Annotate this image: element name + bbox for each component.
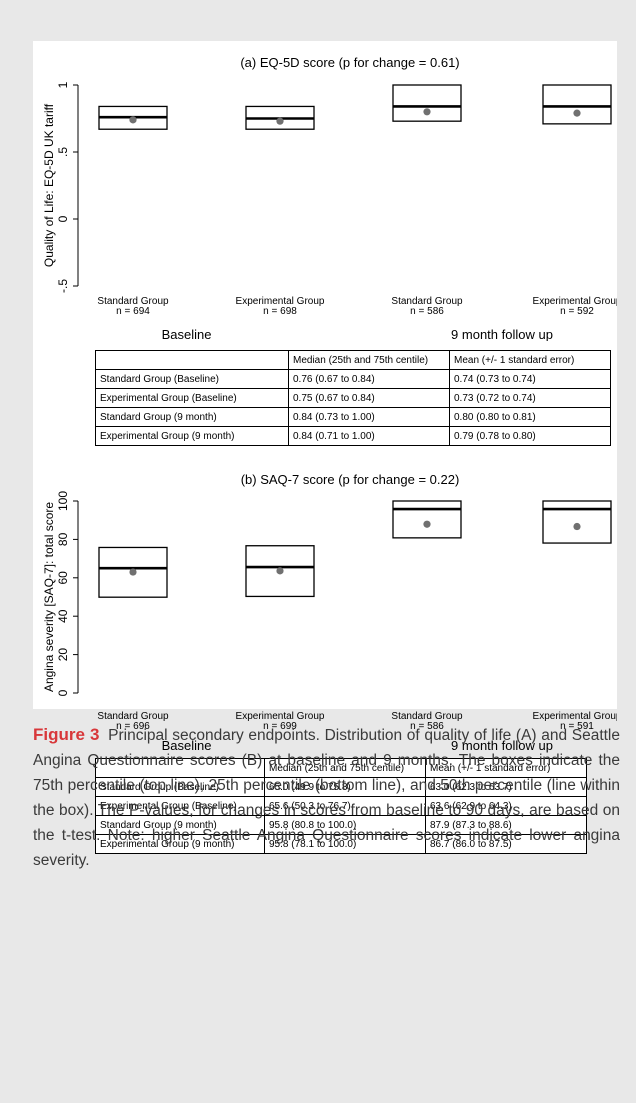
table-cell: Experimental Group (9 month)	[95, 426, 289, 446]
mean-point	[573, 109, 581, 117]
period-label-follow-up: 9 month follow up	[451, 327, 553, 341]
mean-point	[423, 108, 431, 116]
eq5d-boxplot-chart: (a) EQ-5D score (p for change = 0.61) Qu…	[42, 55, 617, 341]
saq7-boxplot-chart: (b) SAQ-7 score (p for change = 0.22) An…	[42, 472, 617, 753]
group-label: Experimental Group	[236, 711, 325, 722]
table-cell: 0.76 (0.67 to 0.84)	[288, 369, 450, 389]
group-n-label: n = 592	[560, 306, 594, 317]
group-label: Standard Group	[391, 296, 463, 307]
mean-point	[276, 117, 284, 125]
figure-label: Figure 3	[33, 725, 100, 744]
table-cell: 0.75 (0.67 to 0.84)	[288, 388, 450, 408]
table-header-row: Median (25th and 75th centile) Mean (+/-…	[95, 350, 611, 370]
y-tick-label: 1	[56, 81, 70, 88]
table-cell: 86.7 (86.0 to 87.5)	[425, 834, 587, 854]
mean-point	[423, 520, 431, 528]
y-tick-label: 0	[56, 215, 70, 222]
table-cell: 0.84 (0.73 to 1.00)	[288, 407, 450, 427]
table-row: Experimental Group (Baseline) 0.75 (0.67 …	[95, 388, 611, 408]
y-tick-label: 0	[56, 689, 70, 696]
chart-title: (a) EQ-5D score (p for change = 0.61)	[240, 55, 459, 70]
period-label-baseline: Baseline	[162, 327, 212, 341]
y-tick-label: 60	[56, 571, 70, 585]
iqr-box	[392, 84, 462, 122]
group-n-label: n = 699	[263, 721, 297, 732]
table-cell: 0.84 (0.71 to 1.00)	[288, 426, 450, 446]
figure-caption: Figure 3 Principal secondary endpoints. …	[33, 722, 620, 873]
table-header-row: Median (25th and 75th centile) Mean (+/-…	[95, 758, 587, 778]
group-label: Standard Group	[97, 296, 169, 307]
table-header-cell: Median (25th and 75th centile)	[288, 350, 450, 370]
table-row: Standard Group (9 month) 95.8 (80.8 to 10…	[95, 815, 587, 835]
group-label: Experimental Group	[533, 711, 617, 722]
group-label: Standard Group	[391, 711, 463, 722]
table-row: Experimental Group (9 month) 0.84 (0.71 t…	[95, 426, 611, 446]
eq5d-summary-table: Median (25th and 75th centile) Mean (+/-…	[95, 350, 611, 446]
mean-point	[129, 568, 137, 576]
chart-title: (b) SAQ-7 score (p for change = 0.22)	[241, 472, 460, 487]
table-row: Standard Group (Baseline) 65.0 (49.9 to 7…	[95, 777, 587, 797]
group-n-label: n = 696	[116, 721, 150, 732]
table-cell: 95.8 (78.1 to 100.0)	[264, 834, 426, 854]
y-tick-label: 80	[56, 532, 70, 546]
y-axis-label: Angina severity [SAQ-7]: total score	[42, 502, 56, 692]
y-tick-label: -.5	[56, 279, 70, 293]
y-tick-label: 40	[56, 609, 70, 623]
table-cell: 0.74 (0.73 to 0.74)	[449, 369, 611, 389]
caption-text: Principal secondary endpoints. Distribut…	[33, 727, 621, 869]
table-row: Standard Group (9 month) 0.84 (0.73 to 1.…	[95, 407, 611, 427]
mean-point	[276, 567, 284, 575]
table-cell: Experimental Group (9 month)	[95, 834, 265, 854]
table-header-cell	[95, 350, 289, 370]
group-label: Experimental Group	[533, 296, 617, 307]
period-label-baseline: Baseline	[162, 738, 212, 753]
table-cell: Standard Group (9 month)	[95, 407, 289, 427]
group-label: Experimental Group	[236, 296, 325, 307]
iqr-box	[542, 84, 612, 125]
group-n-label: n = 591	[560, 721, 594, 732]
table-row: Experimental Group (9 month) 95.8 (78.1 t…	[95, 834, 587, 854]
y-tick-label: .5	[56, 147, 70, 157]
table-row: Experimental Group (Baseline) 65.6 (50.3 …	[95, 796, 587, 816]
iqr-box	[542, 500, 612, 544]
iqr-box	[245, 545, 315, 598]
period-label-follow-up: 9 month follow up	[451, 738, 553, 753]
table-cell: 0.73 (0.72 to 0.74)	[449, 388, 611, 408]
table-row: Standard Group (Baseline) 0.76 (0.67 to 0…	[95, 369, 611, 389]
group-n-label: n = 698	[263, 306, 297, 317]
y-axis-label: Quality of Life: EQ-5D UK tariff	[42, 103, 56, 267]
iqr-box	[98, 546, 168, 598]
saq7-summary-table: Median (25th and 75th centile) Mean (+/-…	[95, 758, 587, 854]
iqr-box	[392, 500, 462, 539]
group-n-label: n = 586	[410, 306, 444, 317]
y-tick-label: 100	[56, 491, 70, 511]
y-tick-label: 20	[56, 648, 70, 662]
table-header-cell: Mean (+/- 1 standard error)	[449, 350, 611, 370]
table-cell: Experimental Group (Baseline)	[95, 388, 289, 408]
group-label: Standard Group	[97, 711, 169, 722]
mean-point	[573, 522, 581, 531]
group-n-label: n = 694	[116, 306, 150, 317]
table-cell: 0.79 (0.78 to 0.80)	[449, 426, 611, 446]
table-cell: 0.80 (0.80 to 0.81)	[449, 407, 611, 427]
group-n-label: n = 586	[410, 721, 444, 732]
table-cell: Standard Group (Baseline)	[95, 369, 289, 389]
mean-point	[129, 116, 137, 124]
